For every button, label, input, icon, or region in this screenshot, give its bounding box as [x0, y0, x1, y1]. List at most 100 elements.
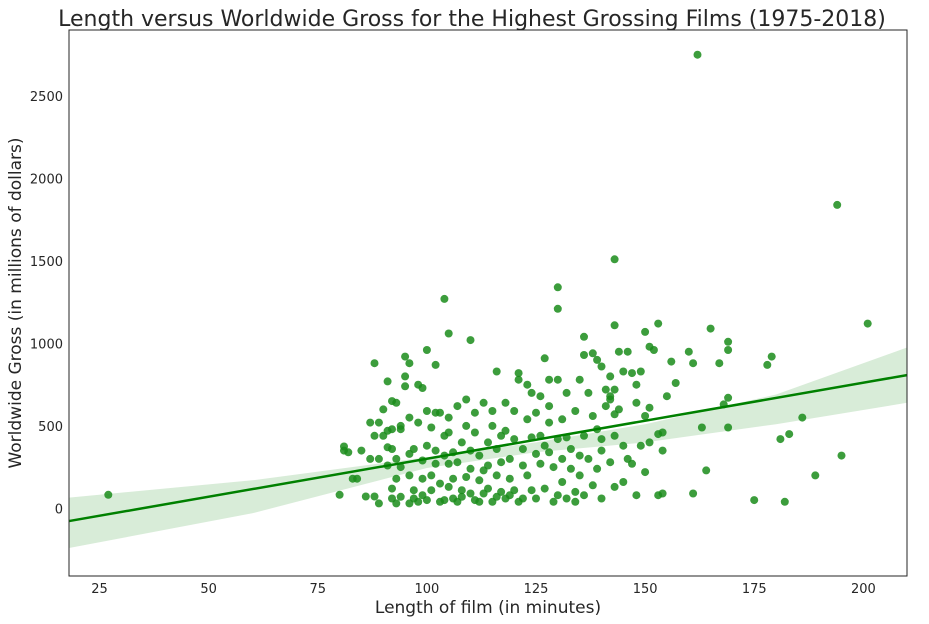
data-point [706, 324, 715, 333]
data-point [444, 428, 453, 437]
data-point [366, 454, 375, 463]
data-point [597, 435, 606, 444]
confidence-band [69, 347, 907, 548]
data-point [619, 441, 628, 450]
data-point [780, 497, 789, 506]
data-point [427, 471, 436, 480]
data-point [475, 476, 484, 485]
data-point [514, 369, 523, 378]
data-point [575, 451, 584, 460]
data-point [654, 319, 663, 328]
data-point [671, 379, 680, 387]
data-point [466, 336, 475, 345]
data-point [593, 355, 602, 364]
data-point [497, 487, 506, 496]
data-point [558, 478, 567, 486]
data-point [427, 486, 436, 495]
data-point [684, 347, 693, 356]
data-point [785, 430, 794, 439]
data-point [610, 385, 619, 394]
data-point [571, 407, 580, 415]
data-point [374, 454, 383, 463]
x-tick-label: 50 [200, 582, 217, 597]
data-point [641, 468, 650, 477]
data-point [597, 446, 606, 455]
x-tick-labels: 25 50 75 100 125 150 175 200 [91, 582, 875, 597]
data-point [414, 418, 423, 427]
data-point [645, 438, 654, 447]
y-tick-label: 500 [38, 420, 63, 435]
data-point [431, 459, 440, 468]
data-point [431, 446, 440, 455]
data-point [479, 398, 488, 407]
data-point [492, 367, 501, 376]
data-point [562, 494, 571, 503]
data-point [540, 354, 549, 363]
data-point [689, 359, 698, 368]
data-point [422, 496, 431, 505]
data-point [545, 375, 554, 384]
data-point [462, 473, 471, 481]
data-point [527, 388, 536, 397]
data-point [401, 382, 410, 391]
data-point [488, 407, 497, 415]
data-point [750, 496, 759, 505]
data-point [641, 412, 650, 420]
data-point [715, 359, 724, 368]
data-point [776, 435, 785, 444]
data-point [510, 486, 519, 495]
data-point [361, 492, 370, 501]
data-point [523, 415, 532, 424]
data-point [366, 418, 375, 427]
data-point [597, 362, 606, 371]
data-point [536, 392, 545, 401]
data-point [540, 484, 549, 493]
data-point [457, 492, 466, 501]
data-point [505, 474, 514, 483]
data-point [440, 294, 449, 303]
data-point [532, 449, 540, 458]
data-point [632, 380, 641, 389]
data-point [401, 372, 410, 381]
data-point [632, 491, 641, 500]
data-point [584, 388, 593, 397]
data-point [405, 471, 414, 480]
data-point [501, 398, 510, 407]
data-point [833, 200, 842, 209]
data-point [396, 421, 405, 430]
data-point [636, 367, 645, 376]
data-point [518, 445, 527, 453]
data-point [724, 346, 733, 354]
data-point [401, 352, 410, 361]
data-point [405, 359, 414, 368]
data-point [440, 496, 449, 505]
data-point [523, 471, 532, 480]
regression-line [68, 373, 908, 523]
data-point [518, 461, 527, 470]
data-point [593, 464, 602, 473]
data-point [601, 402, 610, 411]
x-axis-label: Length of film (in minutes) [375, 598, 601, 618]
x-tick-label: 175 [742, 582, 767, 597]
y-tick-label: 2000 [30, 172, 63, 187]
data-point [689, 489, 698, 498]
data-point [462, 395, 471, 404]
data-point [619, 367, 628, 376]
data-point [606, 458, 615, 467]
data-point [484, 484, 492, 493]
data-point [409, 445, 418, 453]
data-point [414, 497, 423, 506]
data-point [863, 319, 872, 328]
data-point [505, 454, 514, 463]
data-point [575, 375, 584, 384]
data-point [558, 415, 567, 424]
data-point [392, 499, 401, 508]
data-point [693, 50, 702, 59]
data-point [396, 463, 405, 472]
data-point [514, 375, 523, 384]
data-point [104, 490, 113, 499]
data-points-layer [104, 50, 872, 508]
data-point [610, 321, 619, 330]
x-tick-label: 75 [310, 582, 327, 597]
